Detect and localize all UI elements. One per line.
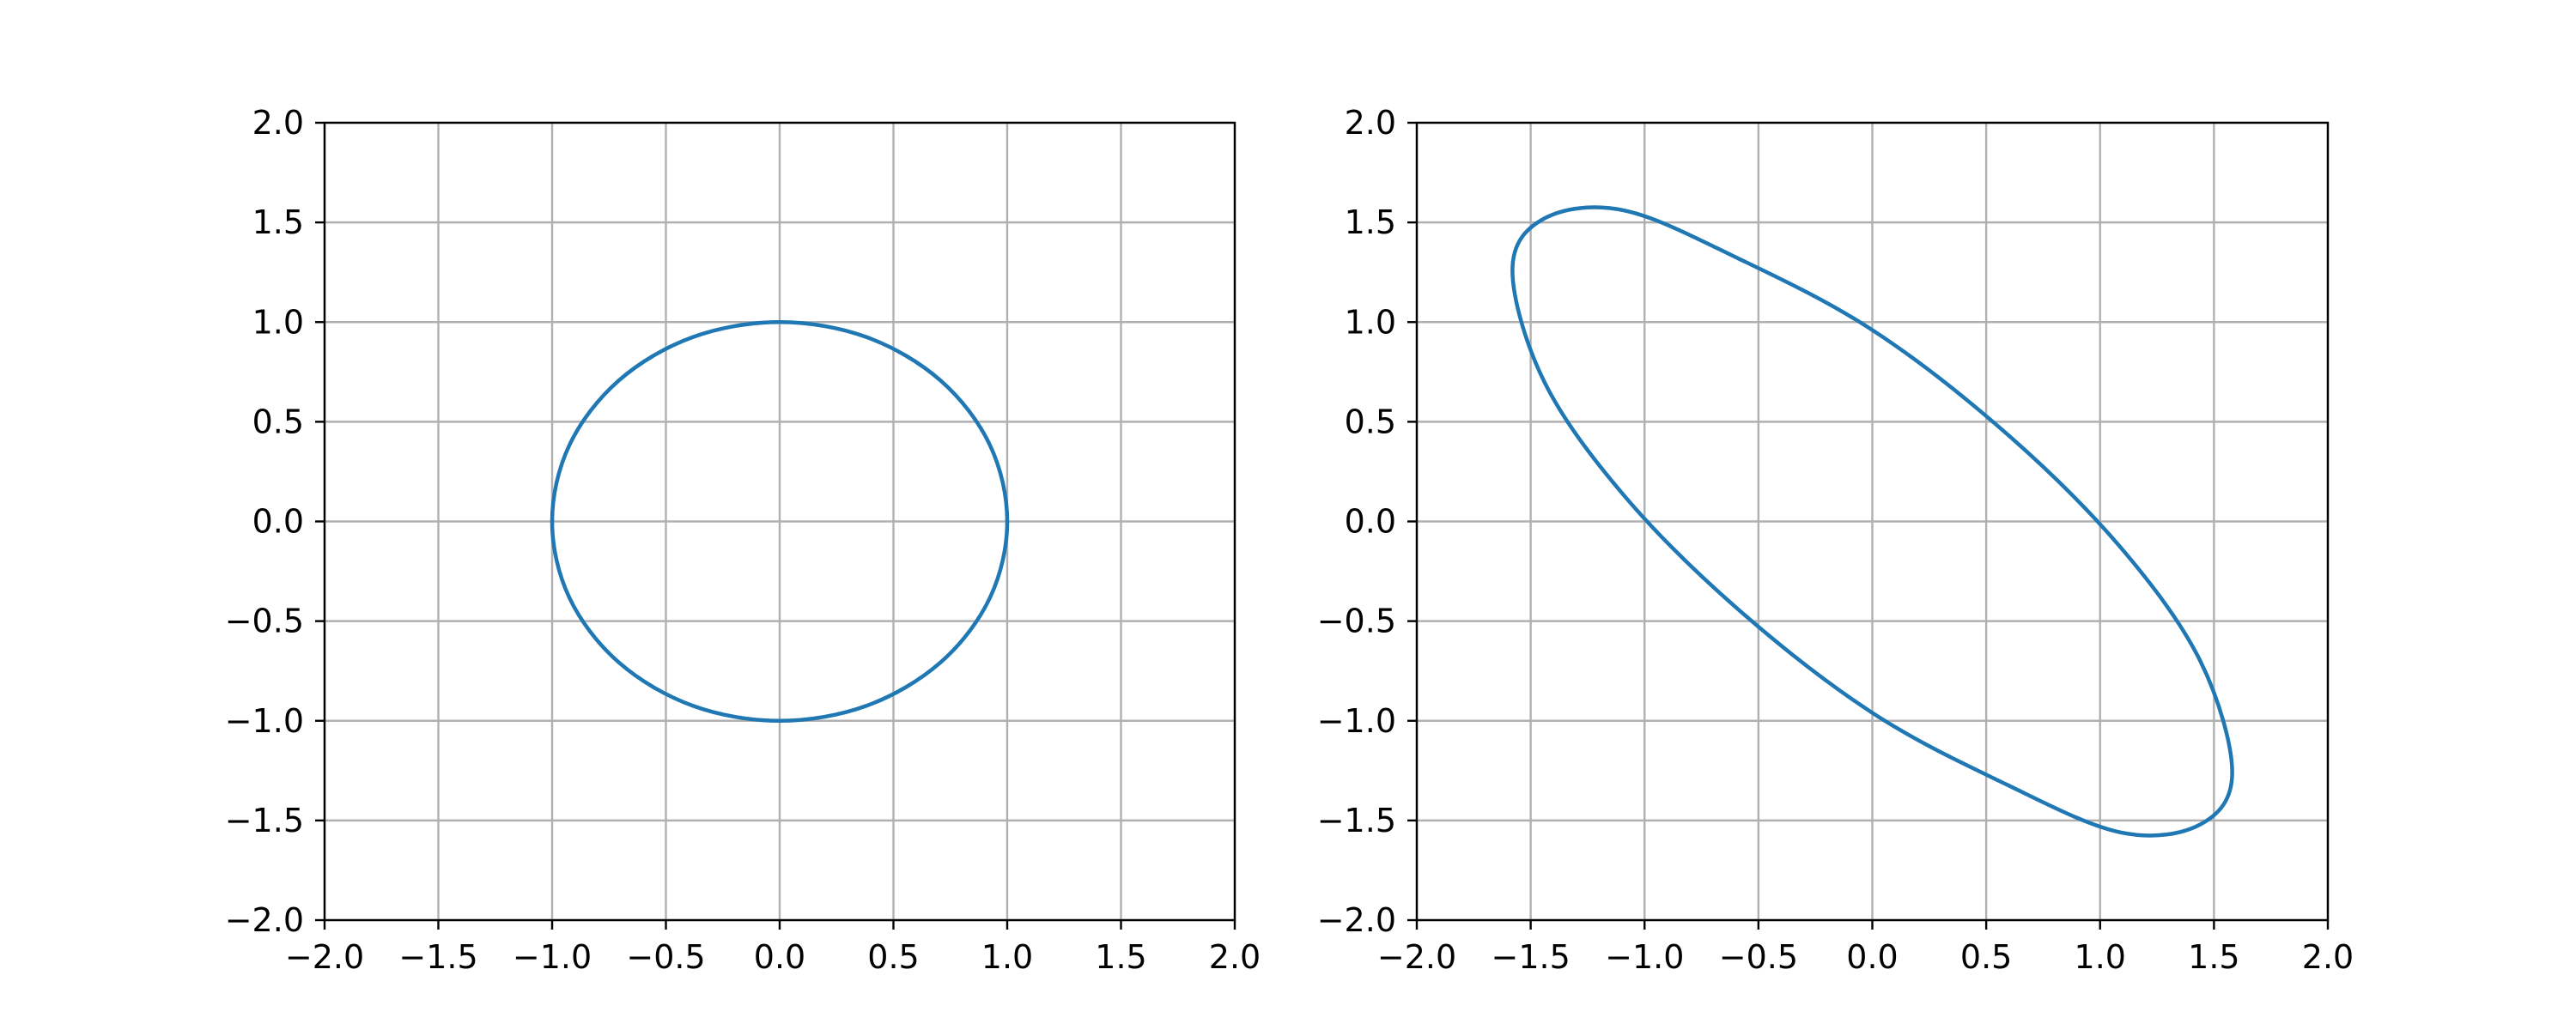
- y-tick-label: 0.5: [252, 403, 304, 440]
- subplot-left: −2.0 −1.5 −1.0 −0.5 0.0 0.5 1.0 1.5 2.0−2.0−1.5−…: [225, 104, 1261, 976]
- x-tick-label: 0.5: [1960, 938, 2012, 976]
- y-tick-label: −1.0: [225, 702, 304, 740]
- x-tick-label: −1.0: [1605, 938, 1684, 976]
- x-tick-label: 0.0: [1846, 938, 1898, 976]
- y-tick-label: 1.0: [252, 303, 304, 341]
- y-tick-label: 1.5: [1345, 203, 1396, 241]
- x-tick-label: 0.0: [754, 938, 805, 976]
- x-tick-label: −1.5: [1491, 938, 1570, 976]
- y-tick-label: −0.5: [1317, 603, 1396, 640]
- y-tick-label: 2.0: [1345, 104, 1396, 142]
- y-tick-label: −0.5: [225, 603, 304, 640]
- y-tick-label: 0.0: [252, 503, 304, 541]
- x-tick-label: −2.0: [285, 938, 364, 976]
- x-tick-label: 1.0: [981, 938, 1033, 976]
- x-tick-label: 2.0: [1209, 938, 1261, 976]
- series-line: [1510, 205, 2234, 838]
- y-tick-label: −1.5: [225, 802, 304, 839]
- y-tick-label: 1.0: [1345, 303, 1396, 341]
- x-tick-label: −2.0: [1377, 938, 1456, 976]
- subplot-right: −2.0 −1.5 −1.0 −0.5 0.0 0.5 1.0 1.5 2.0−2.0−1.5−…: [1317, 104, 2354, 976]
- y-tick-label: −1.0: [1317, 702, 1396, 740]
- x-tick-label: 1.0: [2075, 938, 2126, 976]
- series-line: [550, 320, 1010, 723]
- y-tick-label: 0.0: [1345, 503, 1396, 541]
- x-tick-label: −0.5: [626, 938, 705, 976]
- y-tick-label: −2.0: [225, 901, 304, 939]
- x-tick-label: 0.5: [867, 938, 919, 976]
- x-tick-label: −1.5: [398, 938, 477, 976]
- x-tick-label: −1.0: [513, 938, 592, 976]
- y-tick-label: 0.5: [1345, 403, 1396, 440]
- y-tick-label: 1.5: [252, 203, 304, 241]
- y-tick-label: −1.5: [1317, 802, 1396, 839]
- x-tick-label: 1.5: [2188, 938, 2239, 976]
- y-tick-label: 2.0: [252, 104, 304, 142]
- x-tick-label: 2.0: [2302, 938, 2354, 976]
- x-tick-label: 1.5: [1095, 938, 1146, 976]
- x-tick-label: −0.5: [1719, 938, 1798, 976]
- y-tick-label: −2.0: [1317, 901, 1396, 939]
